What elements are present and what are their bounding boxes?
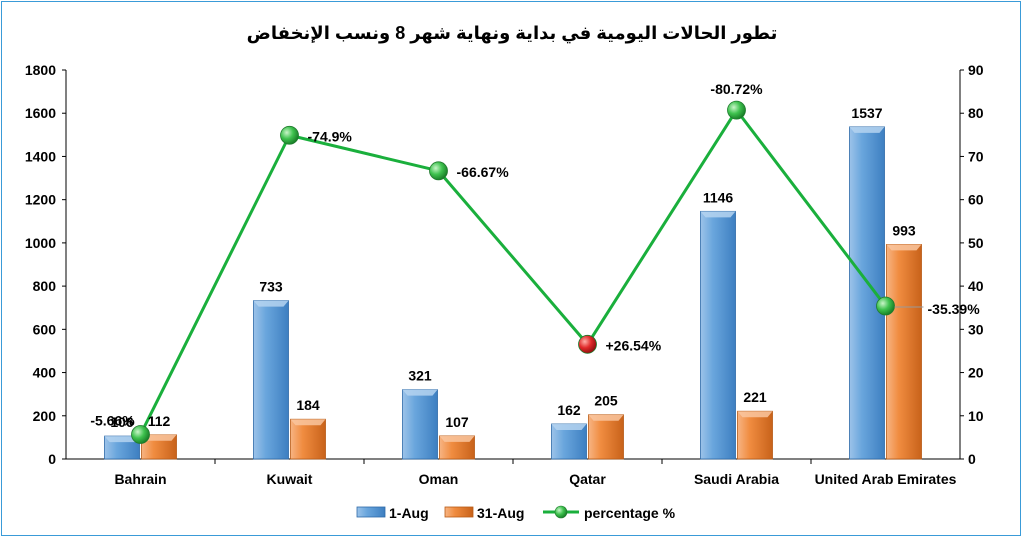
bar-value-label: 184 bbox=[296, 397, 320, 413]
bar-bevel bbox=[439, 435, 475, 442]
percentage-marker bbox=[876, 296, 895, 316]
bar-31-aug bbox=[290, 418, 326, 460]
left-tick-label: 1800 bbox=[25, 62, 56, 78]
chart-title: تطور الحالات اليومية في بداية ونهاية شهر… bbox=[247, 23, 778, 44]
data-labels: 106 112 733 184 321 107 162 205 1146 221 1537 993 -5… bbox=[90, 81, 980, 430]
left-tick-label: 1400 bbox=[25, 148, 56, 164]
bar-bevel bbox=[551, 423, 587, 430]
percentage-marker bbox=[429, 161, 448, 181]
legend: 1-Aug 31-Aug percentage % bbox=[356, 505, 676, 521]
right-tick-label: 0 bbox=[968, 451, 976, 467]
bar-1-aug bbox=[402, 389, 438, 460]
legend-swatch-bar bbox=[444, 506, 474, 518]
bar-bevel bbox=[290, 419, 326, 426]
bar-1-aug bbox=[849, 126, 885, 460]
percentage-line bbox=[131, 100, 895, 444]
bar-31-aug bbox=[588, 414, 624, 460]
left-tick-label: 1200 bbox=[25, 192, 56, 208]
bar-bevel bbox=[104, 436, 140, 443]
category-label: Oman bbox=[419, 471, 459, 487]
left-tick-label: 1600 bbox=[25, 105, 56, 121]
right-tick-label: 80 bbox=[968, 105, 984, 121]
bar-value-label: 1537 bbox=[851, 105, 882, 121]
left-tick-label: 400 bbox=[33, 365, 57, 381]
left-tick-label: 200 bbox=[33, 408, 57, 424]
percentage-label: +26.54% bbox=[606, 337, 662, 353]
right-tick-label: 60 bbox=[968, 192, 984, 208]
right-tick-label: 50 bbox=[968, 235, 984, 251]
bar-31-aug bbox=[737, 410, 773, 460]
percentage-label: -35.39% bbox=[928, 301, 981, 317]
bar-bevel bbox=[402, 389, 438, 396]
bar-bevel bbox=[849, 126, 885, 133]
percentage-marker bbox=[131, 425, 150, 444]
right-tick-label: 90 bbox=[968, 62, 984, 78]
left-tick-label: 1000 bbox=[25, 235, 56, 251]
bar-1-aug bbox=[253, 300, 289, 460]
category-label: Qatar bbox=[569, 471, 606, 487]
bar-value-label: 107 bbox=[445, 414, 469, 430]
bar-bevel bbox=[588, 414, 624, 421]
bar-bevel bbox=[886, 244, 922, 251]
bar-value-label: 106 bbox=[110, 414, 134, 430]
axes: 0 200 400 600 800 1000 1200 1400 1600 1800 0 10 20 30… bbox=[25, 62, 984, 487]
percentage-label: -74.9% bbox=[308, 128, 353, 144]
bar-bevel bbox=[141, 434, 177, 441]
legend-label: 1-Aug bbox=[389, 505, 429, 521]
right-tick-label: 30 bbox=[968, 321, 984, 337]
bar-value-label: 321 bbox=[408, 368, 432, 384]
bar-value-label: 221 bbox=[743, 389, 767, 405]
right-tick-label: 40 bbox=[968, 278, 984, 294]
right-tick-label: 10 bbox=[968, 408, 984, 424]
percentage-label: -66.67% bbox=[457, 164, 510, 180]
category-label: Kuwait bbox=[267, 471, 313, 487]
right-tick-label: 70 bbox=[968, 148, 984, 164]
bar-value-label: 205 bbox=[594, 393, 618, 409]
bar-value-label: 733 bbox=[259, 279, 283, 295]
legend-label: 31-Aug bbox=[477, 505, 524, 521]
bar-value-label: 1146 bbox=[703, 189, 734, 205]
right-tick-label: 20 bbox=[968, 365, 984, 381]
percentage-label: -5.66% bbox=[90, 413, 135, 429]
bar-bevel bbox=[700, 211, 736, 218]
left-tick-label: 800 bbox=[33, 278, 57, 294]
left-tick-label: 0 bbox=[48, 451, 56, 467]
percentage-marker bbox=[280, 125, 299, 145]
legend-swatch-bar bbox=[356, 506, 386, 518]
bar-31-aug bbox=[886, 244, 922, 460]
percentage-marker bbox=[578, 334, 597, 354]
bar-1-aug bbox=[700, 210, 736, 460]
legend-swatch-marker bbox=[554, 505, 568, 519]
percentage-marker bbox=[727, 100, 746, 120]
bar-value-label: 993 bbox=[892, 222, 916, 238]
bar-value-label: 162 bbox=[557, 402, 581, 418]
bars bbox=[104, 126, 922, 460]
category-label: Saudi Arabia bbox=[694, 471, 779, 487]
category-label: United Arab Emirates bbox=[815, 471, 957, 487]
left-tick-label: 600 bbox=[33, 321, 57, 337]
bar-bevel bbox=[253, 300, 289, 307]
percentage-polyline bbox=[139, 108, 887, 436]
legend-label: percentage % bbox=[584, 505, 676, 521]
percentage-label: -80.72% bbox=[710, 81, 763, 97]
bar-value-label: 112 bbox=[148, 413, 171, 429]
category-label: Bahrain bbox=[114, 471, 166, 487]
bar-bevel bbox=[737, 411, 773, 418]
